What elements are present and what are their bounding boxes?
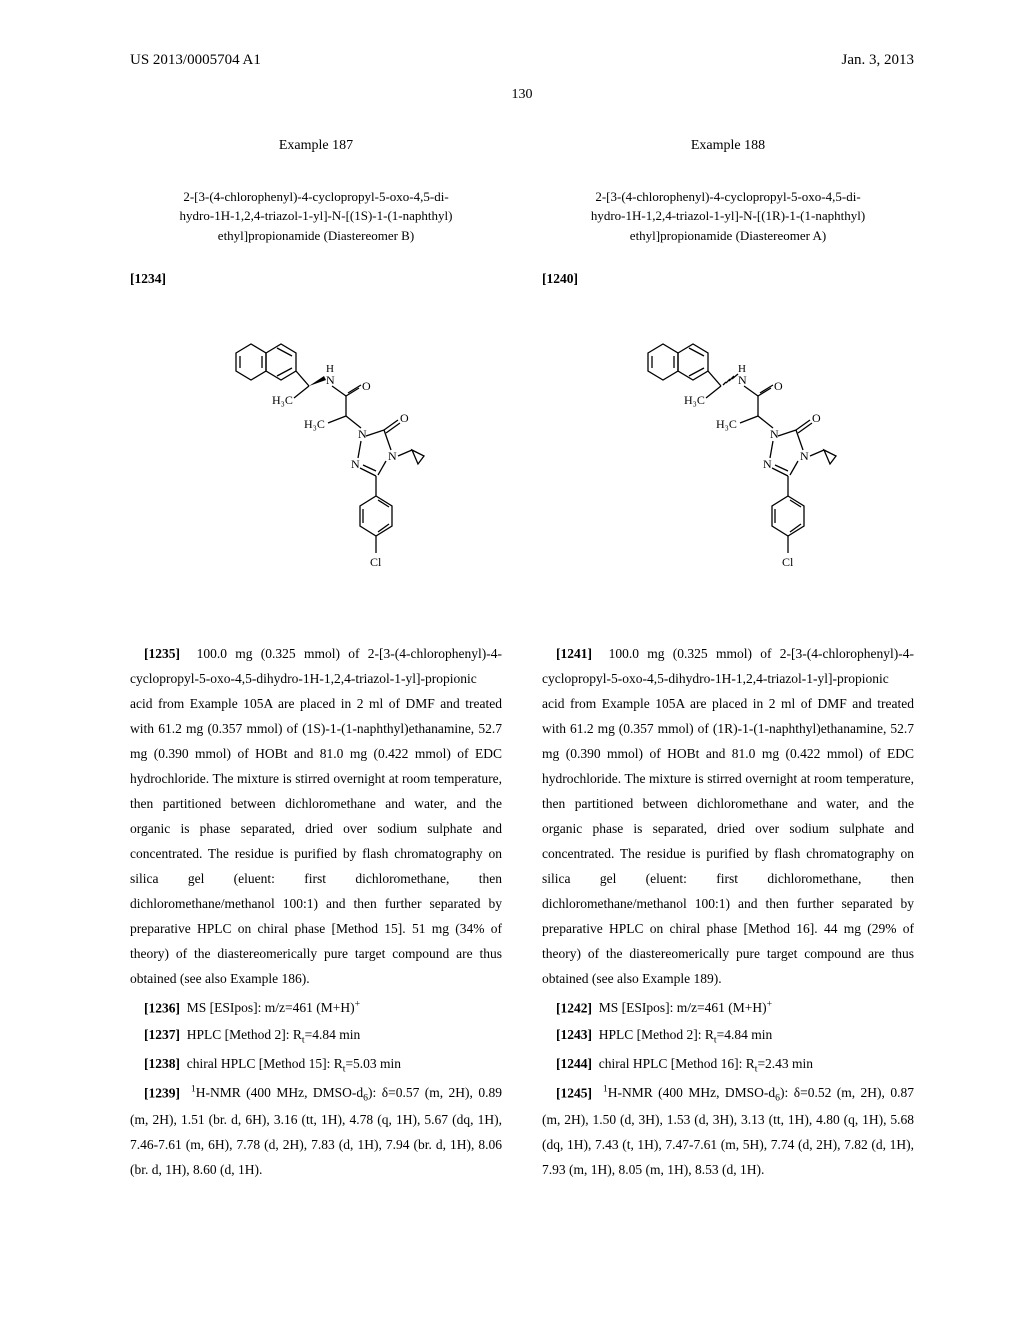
para-1244: [1244] chiral HPLC [Method 16]: Rt=2.43 … <box>542 1052 914 1079</box>
svg-text:N: N <box>351 457 360 471</box>
page-number: 130 <box>130 87 914 103</box>
svg-text:O: O <box>400 411 409 425</box>
example-label: Example 188 <box>542 133 914 159</box>
svg-text:N: N <box>738 373 747 387</box>
svg-text:N: N <box>763 457 772 471</box>
para-1235: [1235] 100.0 mg (0.325 mmol) of 2-[3-(4-… <box>130 642 502 992</box>
svg-text:N: N <box>770 427 779 441</box>
svg-text:H₃C: H₃C <box>716 417 737 431</box>
para-1238: [1238] chiral HPLC [Method 15]: Rt=5.03 … <box>130 1052 502 1079</box>
patent-number: US 2013/0005704 A1 <box>130 52 261 69</box>
right-column: Example 188 2-[3-(4-chlorophenyl)-4-cycl… <box>542 133 914 1187</box>
svg-text:Cl: Cl <box>782 555 794 569</box>
example-label: Example 187 <box>130 133 502 159</box>
svg-text:H₃C: H₃C <box>272 393 293 407</box>
para-num-1240: [1240] <box>542 271 578 286</box>
svg-text:O: O <box>774 379 783 393</box>
chemical-structure-188: H N H₃C O H₃C N <box>542 308 914 608</box>
svg-text:O: O <box>812 411 821 425</box>
para-1239: [1239] 1H-NMR (400 MHz, DMSO-d6): δ=0.57… <box>130 1081 502 1183</box>
compound-title: 2-[3-(4-chlorophenyl)-4-cyclopropyl-5-ox… <box>542 187 914 246</box>
chemical-structure-187: H N H₃C O H₃C <box>130 308 502 608</box>
svg-text:N: N <box>358 427 367 441</box>
svg-text:N: N <box>326 373 335 387</box>
svg-text:N: N <box>800 449 809 463</box>
para-1245: [1245] 1H-NMR (400 MHz, DMSO-d6): δ=0.52… <box>542 1081 914 1183</box>
svg-text:H₃C: H₃C <box>684 393 705 407</box>
para-1236: [1236] MS [ESIpos]: m/z=461 (M+H)+ <box>130 996 502 1021</box>
para-1243: [1243] HPLC [Method 2]: Rt=4.84 min <box>542 1023 914 1050</box>
svg-text:N: N <box>388 449 397 463</box>
svg-text:H₃C: H₃C <box>304 417 325 431</box>
para-1237: [1237] HPLC [Method 2]: Rt=4.84 min <box>130 1023 502 1050</box>
para-1242: [1242] MS [ESIpos]: m/z=461 (M+H)+ <box>542 996 914 1021</box>
para-num-1234: [1234] <box>130 271 166 286</box>
para-1241: [1241] 100.0 mg (0.325 mmol) of 2-[3-(4-… <box>542 642 914 992</box>
publication-date: Jan. 3, 2013 <box>842 52 915 69</box>
left-column: Example 187 2-[3-(4-chlorophenyl)-4-cycl… <box>130 133 502 1187</box>
svg-text:O: O <box>362 379 371 393</box>
svg-text:Cl: Cl <box>370 555 382 569</box>
compound-title: 2-[3-(4-chlorophenyl)-4-cyclopropyl-5-ox… <box>130 187 502 246</box>
